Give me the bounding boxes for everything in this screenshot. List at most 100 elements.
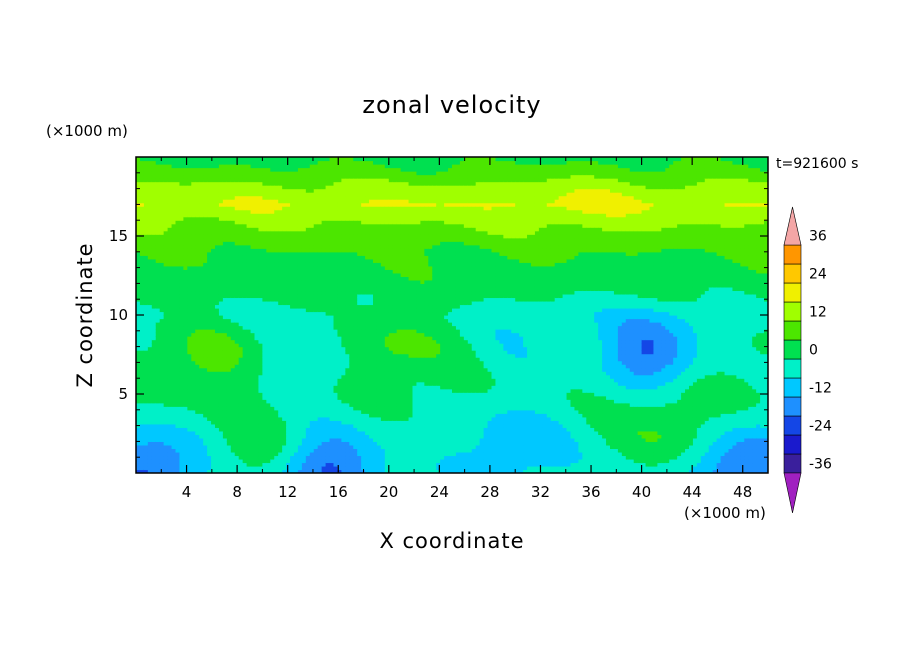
heatmap-cell bbox=[242, 307, 248, 313]
heatmap-cell bbox=[163, 409, 169, 414]
heatmap-cell bbox=[226, 416, 232, 421]
heatmap-cell bbox=[329, 451, 335, 457]
heatmap-cell bbox=[163, 332, 169, 337]
heatmap-cell bbox=[163, 329, 169, 334]
heatmap-cell bbox=[321, 402, 327, 407]
heatmap-cell bbox=[163, 164, 169, 169]
heatmap-cell bbox=[238, 290, 244, 295]
heatmap-cell bbox=[262, 248, 267, 253]
heatmap-cell bbox=[191, 300, 196, 306]
heatmap-cell bbox=[171, 188, 177, 193]
heatmap-cell bbox=[286, 332, 291, 337]
heatmap-cell bbox=[313, 395, 319, 400]
heatmap-cell bbox=[199, 174, 204, 179]
heatmap-cell bbox=[325, 451, 331, 457]
heatmap-cell bbox=[222, 402, 228, 407]
heatmap-cell bbox=[155, 199, 161, 204]
heatmap-cell bbox=[139, 430, 145, 435]
heatmap-cell bbox=[218, 304, 224, 309]
heatmap-cell bbox=[341, 437, 346, 442]
heatmap-cell bbox=[290, 458, 295, 464]
heatmap-cell bbox=[199, 160, 204, 165]
heatmap-cell bbox=[238, 279, 244, 284]
heatmap-cell bbox=[230, 311, 236, 316]
heatmap-cell bbox=[309, 234, 315, 239]
heatmap-cell bbox=[305, 413, 311, 418]
heatmap-cell bbox=[262, 318, 267, 323]
heatmap-cell bbox=[305, 430, 311, 435]
heatmap-cell bbox=[242, 300, 248, 306]
heatmap-cell bbox=[341, 434, 346, 439]
heatmap-cell bbox=[234, 265, 240, 270]
heatmap-cell bbox=[191, 192, 196, 197]
heatmap-cell bbox=[143, 357, 149, 362]
heatmap-cell bbox=[238, 392, 244, 397]
heatmap-cell bbox=[258, 374, 263, 379]
heatmap-cell bbox=[313, 350, 319, 355]
heatmap-cell bbox=[211, 399, 216, 404]
heatmap-cell bbox=[282, 307, 287, 313]
heatmap-cell bbox=[187, 315, 192, 320]
heatmap-cell bbox=[349, 462, 354, 467]
heatmap-cell bbox=[278, 265, 283, 270]
heatmap-cell bbox=[203, 346, 208, 351]
heatmap-cell bbox=[226, 297, 232, 302]
heatmap-cell bbox=[218, 248, 224, 253]
heatmap-cell bbox=[286, 364, 291, 369]
heatmap-cell bbox=[278, 206, 283, 211]
heatmap-cell bbox=[290, 399, 295, 404]
heatmap-cell bbox=[242, 378, 248, 383]
heatmap-cell bbox=[297, 174, 303, 179]
heatmap-cell bbox=[143, 350, 149, 355]
heatmap-cell bbox=[226, 286, 232, 292]
heatmap-cell bbox=[250, 199, 256, 204]
heatmap-cell bbox=[151, 332, 157, 337]
heatmap-cell bbox=[203, 304, 208, 309]
heatmap-cell bbox=[183, 399, 188, 404]
heatmap-cell bbox=[294, 209, 299, 214]
heatmap-cell bbox=[349, 371, 354, 376]
heatmap-cell bbox=[147, 353, 153, 358]
heatmap-cell bbox=[305, 332, 311, 337]
heatmap-cell bbox=[203, 325, 208, 330]
heatmap-cell bbox=[191, 395, 196, 400]
heatmap-cell bbox=[211, 283, 216, 288]
heatmap-cell bbox=[203, 395, 208, 400]
heatmap-cell bbox=[163, 230, 169, 235]
heatmap-cell bbox=[282, 423, 287, 428]
heatmap-cell bbox=[139, 216, 145, 221]
heatmap-cell bbox=[313, 329, 319, 334]
heatmap-cell bbox=[270, 322, 275, 327]
heatmap-cell bbox=[305, 223, 311, 228]
heatmap-cell bbox=[254, 451, 260, 457]
heatmap-cell bbox=[203, 462, 208, 467]
heatmap-cell bbox=[349, 399, 354, 404]
heatmap-cell bbox=[234, 353, 240, 358]
heatmap-cell bbox=[282, 213, 287, 218]
heatmap-cell bbox=[187, 420, 192, 425]
heatmap-cell bbox=[345, 413, 350, 418]
heatmap-cell bbox=[345, 234, 350, 239]
heatmap-cell bbox=[301, 329, 307, 334]
heatmap-cell bbox=[139, 437, 145, 442]
heatmap-cell bbox=[171, 371, 177, 376]
heatmap-cell bbox=[179, 258, 184, 263]
heatmap-cell bbox=[195, 371, 200, 376]
heatmap-cell bbox=[258, 167, 263, 172]
heatmap-cell bbox=[282, 237, 287, 242]
heatmap-cell bbox=[183, 318, 188, 323]
heatmap-cell bbox=[329, 441, 335, 446]
heatmap-cell bbox=[207, 364, 212, 369]
heatmap-cell bbox=[317, 297, 323, 302]
heatmap-cell bbox=[222, 279, 228, 284]
heatmap-cell bbox=[297, 283, 303, 288]
heatmap-cell bbox=[211, 206, 216, 211]
heatmap-cell bbox=[171, 234, 177, 239]
heatmap-cell bbox=[187, 374, 192, 379]
heatmap-cell bbox=[282, 371, 287, 376]
heatmap-cell bbox=[294, 346, 299, 351]
heatmap-cell bbox=[234, 234, 240, 239]
heatmap-cell bbox=[250, 441, 256, 446]
heatmap-cell bbox=[230, 374, 236, 379]
heatmap-cell bbox=[290, 164, 295, 169]
